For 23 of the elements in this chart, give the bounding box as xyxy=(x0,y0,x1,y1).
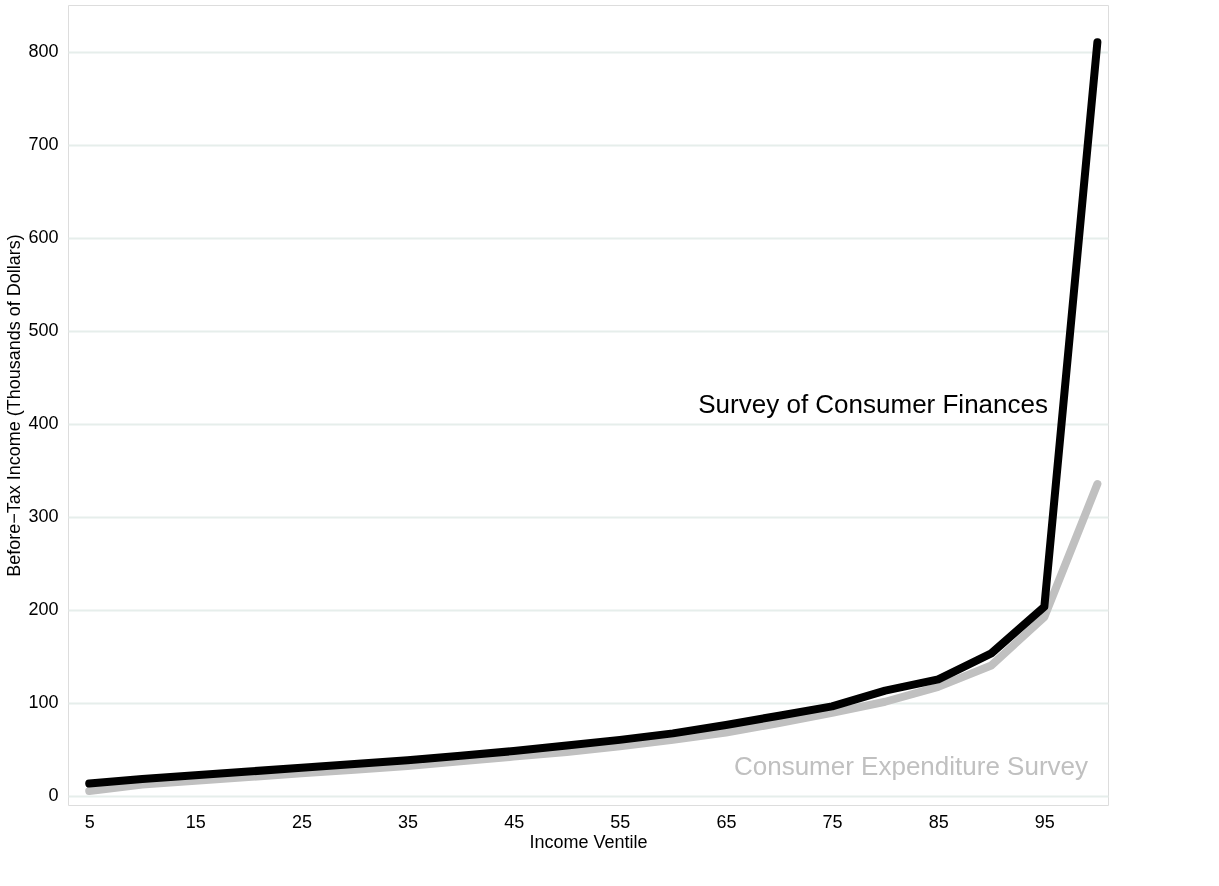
y-tick-label: 200 xyxy=(28,599,59,620)
y-tick-label: 600 xyxy=(28,227,59,248)
x-axis-title: Income Ventile xyxy=(529,831,648,852)
x-tick-label: 75 xyxy=(822,811,843,832)
x-tick-label: 35 xyxy=(398,811,419,832)
y-tick-label: 0 xyxy=(48,785,59,806)
x-tick-label: 85 xyxy=(928,811,949,832)
y-tick-label: 500 xyxy=(28,320,59,341)
y-tick-label: 300 xyxy=(28,506,59,527)
y-tick-label: 100 xyxy=(28,692,59,713)
y-tick-label: 400 xyxy=(28,413,59,434)
x-tick-label: 95 xyxy=(1034,811,1055,832)
x-tick-label: 45 xyxy=(504,811,525,832)
y-axis-title: Before−Tax Income (Thousands of Dollars) xyxy=(4,234,25,577)
x-tick-label: 15 xyxy=(185,811,206,832)
y-tick-label: 800 xyxy=(28,41,59,62)
x-tick-label: 55 xyxy=(610,811,631,832)
x-tick-label: 65 xyxy=(716,811,737,832)
x-tick-label: 5 xyxy=(84,811,95,832)
series-label: Consumer Expenditure Survey xyxy=(733,751,1088,781)
series-label: Survey of Consumer Finances xyxy=(698,389,1048,419)
y-tick-label: 700 xyxy=(28,134,59,155)
x-tick-label: 25 xyxy=(291,811,312,832)
